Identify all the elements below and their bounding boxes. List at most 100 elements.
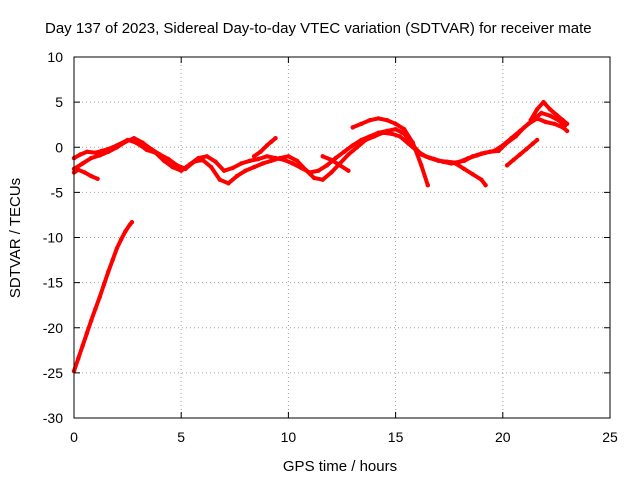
series-trace-a <box>71 110 568 175</box>
data-point <box>93 306 98 311</box>
series-trace-b <box>71 116 570 186</box>
data-point <box>457 159 463 164</box>
y-tick-label: 10 <box>47 49 63 65</box>
data-point <box>174 163 180 168</box>
data-point <box>517 152 523 157</box>
data-point <box>539 110 544 116</box>
data-point <box>290 161 295 166</box>
data-point <box>410 140 415 145</box>
y-tick-label: -5 <box>51 184 64 200</box>
data-point <box>363 137 368 143</box>
y-tick-label: -25 <box>43 365 63 381</box>
data-point <box>474 153 480 158</box>
series-trace-j <box>71 220 135 374</box>
data-point <box>397 134 403 139</box>
data-point <box>504 163 510 168</box>
x-tick-labels: 0 5 10 15 20 25 <box>70 429 618 445</box>
data-point <box>337 163 343 168</box>
data-point <box>273 136 278 141</box>
data-point <box>466 155 471 161</box>
data-point <box>119 237 124 242</box>
data-point <box>234 173 240 179</box>
data-point <box>157 152 162 157</box>
data-point <box>161 158 167 163</box>
data-point <box>76 167 81 172</box>
data-point <box>354 145 360 150</box>
data-point <box>547 107 553 112</box>
data-point <box>500 143 505 148</box>
data-point <box>528 118 533 123</box>
data-point <box>258 149 263 154</box>
data-point <box>552 121 557 127</box>
grid <box>74 57 610 418</box>
data-point <box>106 149 111 154</box>
data-point <box>114 145 120 150</box>
data-point <box>509 136 514 141</box>
y-tick-label: 0 <box>55 139 63 155</box>
data-point <box>209 164 214 170</box>
data-point <box>183 166 188 172</box>
data-point <box>106 269 111 274</box>
data-point <box>453 161 458 166</box>
data-point <box>329 170 334 175</box>
series-trace-c <box>71 167 100 181</box>
y-tick-label: -20 <box>43 320 63 336</box>
data-point <box>524 146 529 152</box>
data-point <box>483 150 488 155</box>
y-tick-label: -15 <box>43 275 63 291</box>
data-point <box>204 154 210 159</box>
data-point <box>230 165 235 171</box>
data-point <box>269 158 274 163</box>
data-point <box>84 331 90 336</box>
series-trace-i <box>528 99 570 127</box>
data-point <box>425 183 430 188</box>
data-point <box>479 177 484 182</box>
x-tick-label: 25 <box>602 429 618 445</box>
y-axis-label: SDTVAR / TECUs <box>7 178 24 298</box>
series-trace-d <box>251 136 278 159</box>
data-point <box>93 150 98 155</box>
data-point <box>346 152 351 157</box>
data-point <box>89 318 94 323</box>
series-trace-f <box>320 154 351 173</box>
data-point <box>462 166 467 172</box>
data-point <box>329 157 334 163</box>
data-point <box>333 155 338 161</box>
data-point <box>320 154 325 159</box>
data-point <box>511 157 516 163</box>
data-point <box>311 175 317 181</box>
data-point <box>346 168 351 173</box>
y-tick-label: 5 <box>55 94 63 110</box>
data-point <box>80 343 85 348</box>
data-point <box>82 170 87 175</box>
data-point <box>251 164 257 170</box>
data-point <box>534 137 540 143</box>
data-point <box>95 176 100 181</box>
y-tick-label: -10 <box>43 230 63 246</box>
data-point <box>80 161 85 166</box>
data-point <box>483 183 488 188</box>
data-point <box>110 257 115 263</box>
data-point <box>221 168 227 173</box>
data-point <box>247 158 252 163</box>
data-point <box>269 139 274 144</box>
data-point <box>303 167 308 172</box>
data-point <box>123 229 128 234</box>
data-point <box>294 158 300 163</box>
data-point <box>367 118 373 123</box>
data-point <box>402 127 407 132</box>
data-point <box>200 157 205 163</box>
data-point <box>547 113 553 118</box>
data-point <box>393 121 398 127</box>
x-tick-label: 5 <box>177 429 185 445</box>
data-point <box>243 168 248 173</box>
series-line <box>453 161 488 188</box>
series-trace-h <box>504 137 540 168</box>
x-tick-label: 10 <box>281 429 297 445</box>
data-point <box>384 118 390 123</box>
data-point <box>376 116 381 121</box>
series-line <box>320 154 351 173</box>
data-point <box>213 159 218 164</box>
data-point <box>191 159 197 164</box>
